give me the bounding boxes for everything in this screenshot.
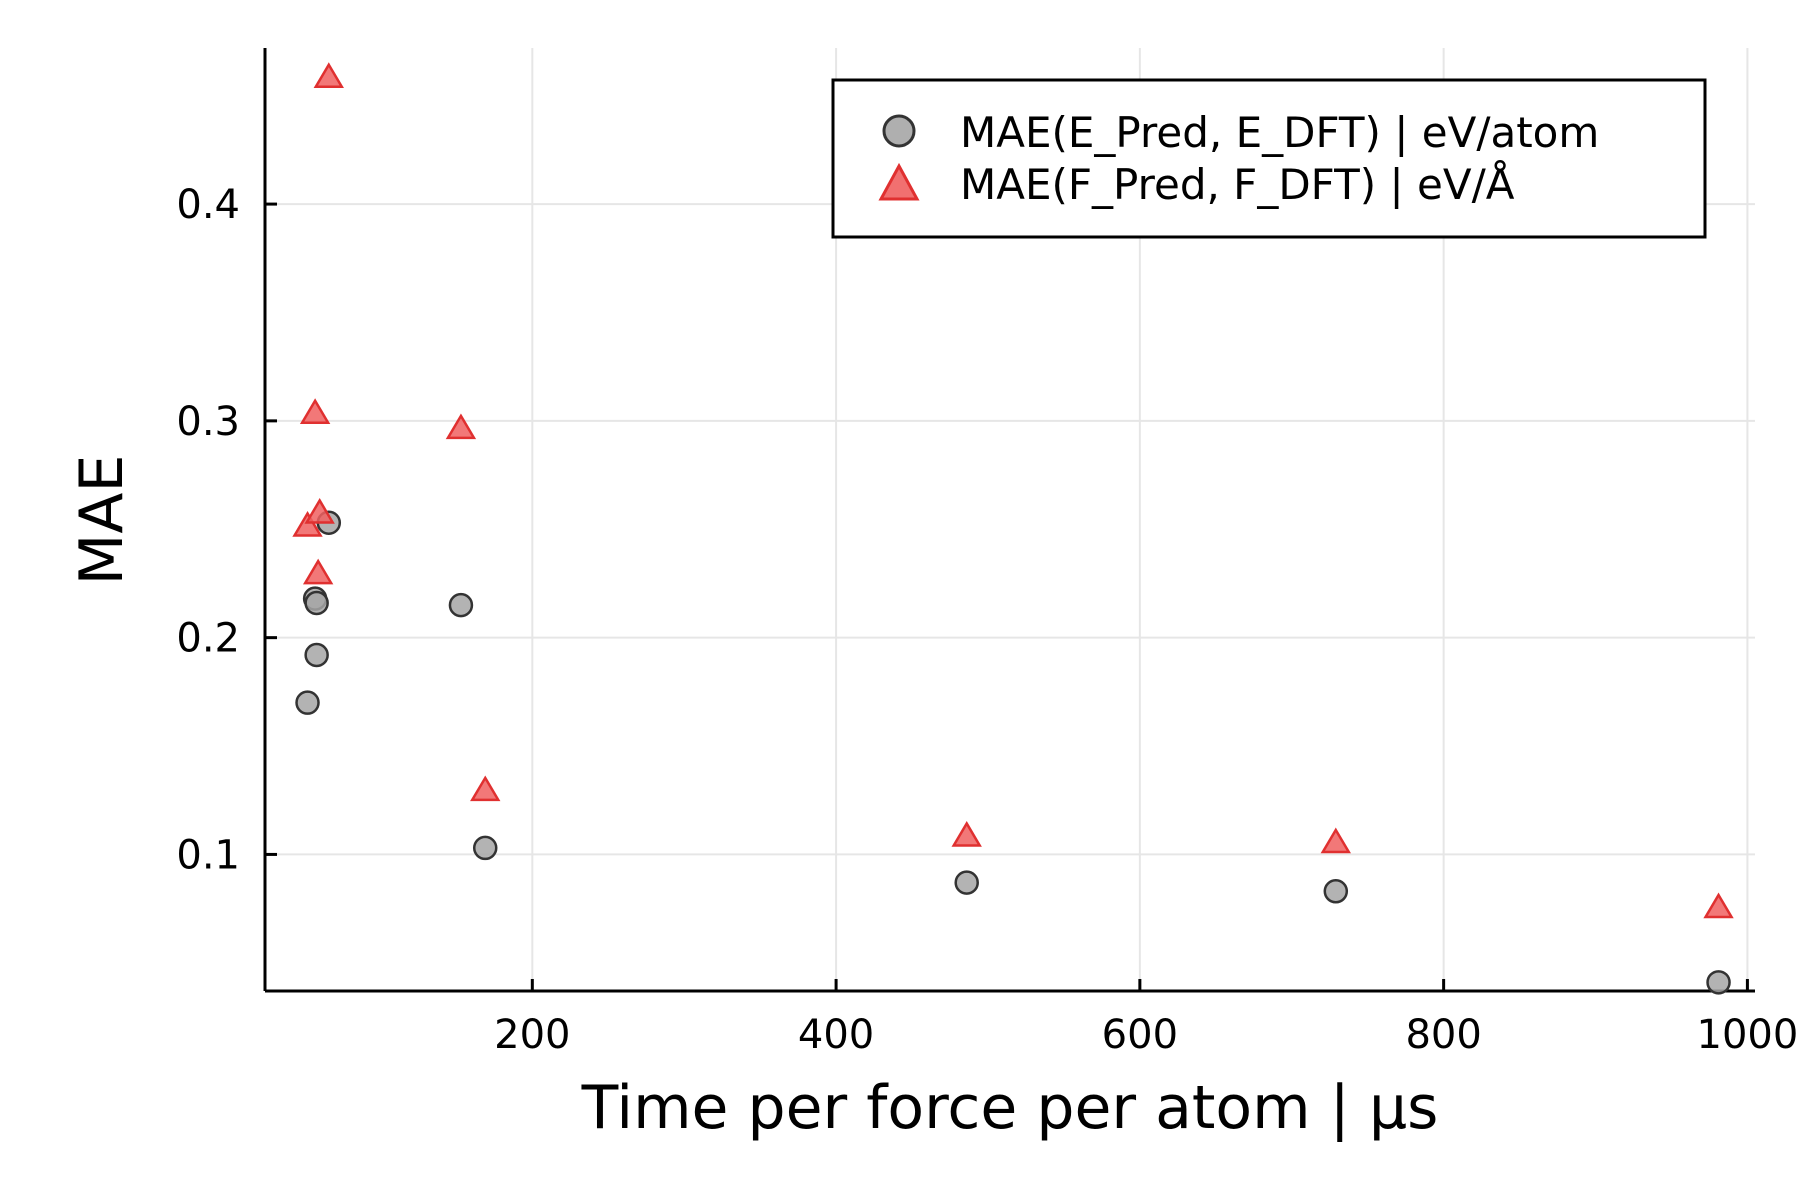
x-tick-label: 1000 xyxy=(1697,1012,1799,1058)
legend-marker-energy xyxy=(882,114,916,148)
data-point-force xyxy=(951,820,982,847)
data-point-energy xyxy=(448,592,474,618)
y-tick-label: 0.3 xyxy=(176,399,240,445)
data-point-energy xyxy=(472,835,498,861)
data-point-force xyxy=(1703,892,1734,919)
data-point-energy xyxy=(295,690,320,715)
y-tick-label: 0.1 xyxy=(176,832,240,878)
legend-label-force: MAE(F_Pred, F_DFT) | eV/Å xyxy=(960,159,1515,209)
y-tick-label: 0.4 xyxy=(176,182,240,228)
data-point-energy xyxy=(304,642,329,668)
legend: MAE(E_Pred, E_DFT) | eV/atom MAE(F_Pred,… xyxy=(831,78,1707,239)
data-point-energy xyxy=(954,870,979,895)
y-axis-title: MAE xyxy=(67,455,137,586)
tick-labels: 200 400 600 800 1000 0.1 0.2 0.3 0.4 xyxy=(176,182,1798,1058)
data-point-force xyxy=(299,398,331,424)
data-point-force xyxy=(445,413,477,440)
data-point-energy xyxy=(1323,879,1349,904)
x-tick-label: 600 xyxy=(1102,1012,1178,1058)
data-point-energy xyxy=(1706,970,1731,995)
data-point-force xyxy=(313,62,344,88)
legend-label-energy: MAE(E_Pred, E_DFT) | eV/atom xyxy=(960,108,1599,157)
y-tick-label: 0.2 xyxy=(176,616,240,662)
x-tick-label: 800 xyxy=(1405,1012,1481,1058)
axes xyxy=(263,48,1755,993)
x-tick-label: 400 xyxy=(798,1012,874,1058)
data-point-force xyxy=(1320,827,1351,854)
data-point-energy xyxy=(304,590,329,616)
data-point-force xyxy=(304,497,335,524)
x-tick-label: 200 xyxy=(494,1012,570,1058)
legend-marker-force xyxy=(878,162,920,201)
data-points xyxy=(292,62,1734,995)
data-point-force xyxy=(470,775,501,802)
data-point-force xyxy=(302,558,334,585)
data-point-force xyxy=(292,510,323,537)
x-axis-title: Time per force per atom | µs xyxy=(581,1073,1439,1143)
legend-box xyxy=(831,78,1707,239)
